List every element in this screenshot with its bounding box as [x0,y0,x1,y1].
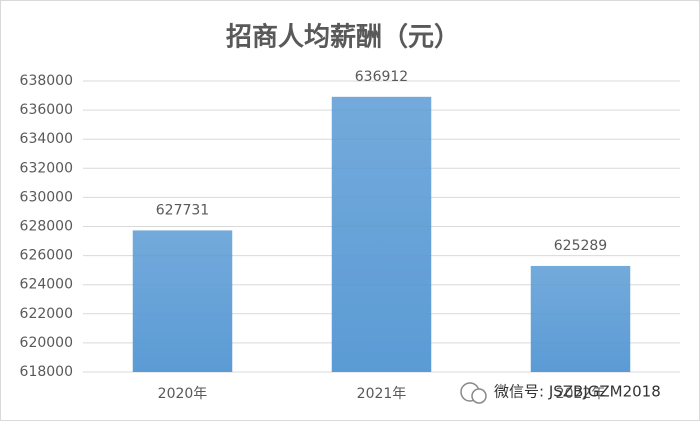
y-tick-label: 624000 [20,277,73,293]
y-tick-label: 632000 [20,160,73,176]
watermark: 微信号: JSZBJGZM2018 [460,382,661,404]
y-tick-label: 634000 [20,131,73,147]
y-tick-label: 630000 [20,189,73,205]
y-tick-label: 626000 [20,248,73,264]
x-tick-label: 2021年 [357,386,407,402]
chart-title: 招商人均薪酬（元） [226,22,460,53]
x-tick-label: 2020年 [158,386,208,402]
y-tick-label: 622000 [20,306,73,322]
bar [132,230,233,372]
y-tick-label: 636000 [20,102,73,118]
y-tick-label: 638000 [20,73,73,89]
x-tick-label: 2022年 [556,386,606,402]
y-tick-label: 620000 [20,335,73,351]
bar [530,265,631,372]
watermark-icon [471,388,487,404]
data-label: 636912 [355,69,408,85]
y-tick-label: 618000 [20,364,73,380]
data-label: 627731 [156,202,209,218]
bar [331,96,432,373]
y-tick-label: 628000 [20,219,73,235]
data-label: 625289 [554,238,607,254]
watermark-text: 微信号: JSZBJGZM2018 [494,383,661,401]
plot-area: 618000 620000 622000 624000 626000 628000 6300… [20,69,680,402]
